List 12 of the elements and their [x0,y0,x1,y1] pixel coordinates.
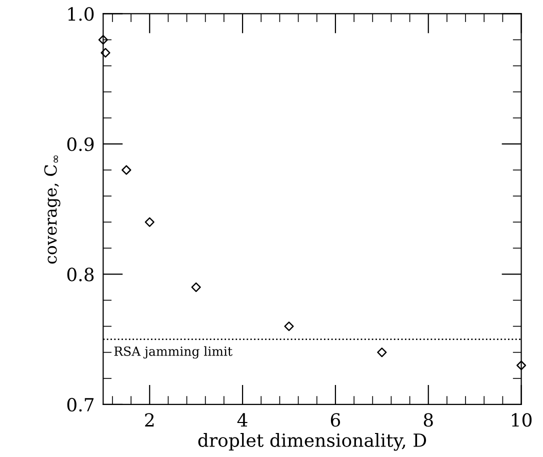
y-tick-label: 0.7 [67,398,94,412]
y-tick-label: 1.0 [68,7,94,21]
x-tick-label: 4 [237,413,248,426]
x-tick-label: 8 [424,413,433,427]
x-tick-label: 6 [330,413,340,427]
x-tick-label: 10 [512,413,532,427]
x-tick-label: 2 [145,413,154,426]
y-tick-label: 0.9 [67,137,94,152]
y-axis-title: coverage, C$_{∞}$ [44,155,60,264]
y-tick-label: 0.8 [67,268,94,282]
x-axis-title: droplet dimensionality, D [198,433,426,451]
ref-line-label: RSA jamming limit [114,346,232,359]
